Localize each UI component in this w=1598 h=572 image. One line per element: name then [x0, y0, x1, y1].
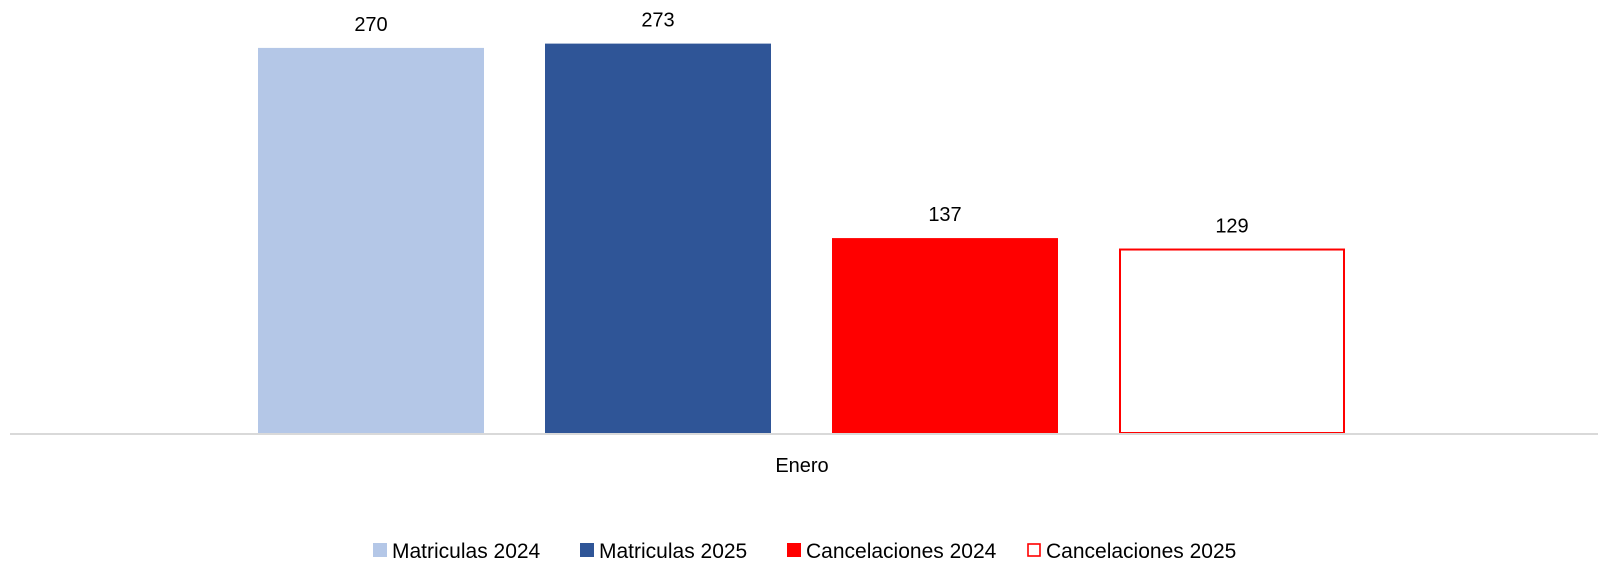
bar-matriculas-2025: [545, 43, 771, 435]
legend-swatch: [787, 543, 801, 557]
legend-label: Cancelaciones 2025: [1046, 540, 1236, 563]
bar-cancelaciones-2025: [1119, 248, 1345, 434]
data-label: 137: [928, 204, 961, 226]
data-label: 273: [641, 10, 674, 32]
bar-matriculas-2024: [258, 47, 484, 435]
data-label: 129: [1215, 216, 1248, 238]
legend-label: Matriculas 2025: [599, 540, 747, 563]
data-label: 270: [354, 14, 387, 36]
legend-label: Matriculas 2024: [392, 540, 541, 563]
bar-cancelaciones-2024: [832, 238, 1058, 434]
bars-group: [258, 43, 1345, 435]
legend-label: Cancelaciones 2024: [806, 540, 997, 563]
legend: Matriculas 2024 Matriculas 2025 Cancelacio…: [373, 540, 1236, 563]
legend-swatch: [1027, 543, 1041, 557]
legend-swatch: [373, 543, 387, 557]
category-label: Enero: [775, 455, 828, 477]
legend-swatch: [580, 543, 594, 557]
value-labels-group: 270 273 137 129: [354, 10, 1248, 238]
